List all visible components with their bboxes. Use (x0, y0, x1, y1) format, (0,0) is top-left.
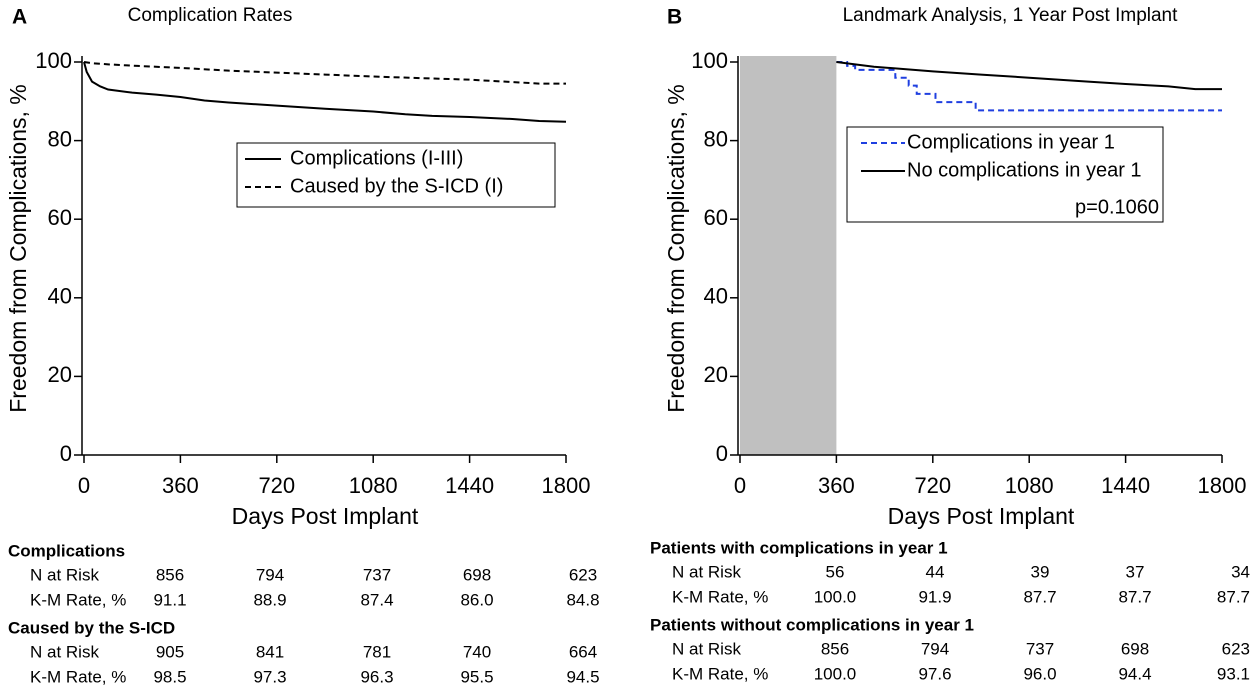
legend-label: Complications in year 1 (907, 131, 1115, 153)
table-cell: 856 (156, 565, 184, 584)
x-tick-label: 0 (734, 473, 746, 498)
y-tick-label: 80 (48, 126, 72, 151)
table-cell: 100.0 (814, 664, 857, 683)
survival-curve (836, 61, 1222, 112)
table-cell: 856 (821, 639, 849, 658)
table-group-title: Patients without complications in year 1 (650, 615, 974, 634)
table-row-label: N at Risk (30, 565, 99, 584)
table-row-label: K-M Rate, % (30, 590, 126, 609)
x-tick-label: 720 (258, 473, 295, 498)
table-cell: 86.0 (460, 590, 493, 609)
x-tick-label: 360 (162, 473, 199, 498)
y-tick-label: 40 (48, 284, 72, 309)
y-tick-label: 100 (691, 48, 728, 73)
y-tick-label: 60 (48, 205, 72, 230)
x-tick-label: 360 (818, 473, 855, 498)
table-cell: 91.9 (918, 587, 951, 606)
table-cell: 698 (1121, 639, 1149, 658)
p-value: p=0.1060 (1075, 196, 1159, 218)
y-tick-label: 20 (48, 362, 72, 387)
table-cell: 841 (256, 642, 284, 661)
table-cell: 87.7 (1023, 587, 1056, 606)
legend-box (846, 126, 1164, 223)
table-cell: 100.0 (814, 587, 857, 606)
table-cell: 97.6 (918, 664, 951, 683)
x-tick-label: 0 (78, 473, 90, 498)
table-cell: 94.5 (566, 667, 599, 686)
y-tick-label: 0 (60, 441, 72, 466)
table-group-title: Caused by the S-ICD (8, 618, 175, 637)
table-cell: 56 (826, 562, 845, 581)
x-tick-label: 1440 (445, 473, 494, 498)
table-row-label: N at Risk (30, 642, 99, 661)
x-tick-label: 1080 (1005, 473, 1054, 498)
table-group-title: Patients with complications in year 1 (650, 538, 948, 557)
table-cell: 737 (363, 565, 391, 584)
legend-box (236, 142, 556, 208)
table-cell: 87.4 (360, 590, 393, 609)
table-cell: 95.5 (460, 667, 493, 686)
table-cell: 94.4 (1118, 664, 1151, 683)
table-cell: 87.7 (1118, 587, 1151, 606)
legend-label: No complications in year 1 (907, 159, 1142, 181)
x-tick-label: 1800 (1198, 473, 1247, 498)
table-cell: 905 (156, 642, 184, 661)
chart-title: Landmark Analysis, 1 Year Post Implant (843, 5, 1179, 26)
table-cell: 96.0 (1023, 664, 1056, 683)
table-group-title: Complications (8, 541, 125, 560)
table-cell: 794 (921, 639, 949, 658)
table-cell: 37 (1126, 562, 1145, 581)
table-cell: 93.1 (1217, 664, 1250, 683)
table-cell: 98.5 (153, 667, 186, 686)
table-cell: 623 (569, 565, 597, 584)
table-row-label: N at Risk (672, 639, 741, 658)
x-tick-label: 1800 (542, 473, 591, 498)
table-row-label: K-M Rate, % (672, 587, 768, 606)
x-axis-label: Days Post Implant (888, 503, 1075, 529)
landmark-shade (740, 56, 837, 455)
table-cell: 781 (363, 642, 391, 661)
x-axis-label: Days Post Implant (232, 503, 419, 529)
table-cell: 88.9 (253, 590, 286, 609)
legend-label: Complications (I-III) (290, 147, 463, 169)
table-cell: 87.7 (1217, 587, 1250, 606)
y-axis-label: Freedom from Complications, % (5, 84, 31, 413)
table-cell: 623 (1222, 639, 1250, 658)
table-row-label: N at Risk (672, 562, 741, 581)
table-cell: 794 (256, 565, 284, 584)
table-cell: 737 (1026, 639, 1054, 658)
table-cell: 44 (926, 562, 945, 581)
x-tick-label: 1440 (1101, 473, 1150, 498)
y-tick-label: 100 (35, 48, 72, 73)
x-tick-label: 720 (914, 473, 951, 498)
table-row-label: K-M Rate, % (672, 664, 768, 683)
survival-curve (836, 61, 1222, 91)
table-cell: 34 (1231, 562, 1250, 581)
survival-curve (83, 61, 566, 85)
survival-curve (83, 61, 567, 123)
y-tick-label: 80 (704, 126, 728, 151)
panel-label: B (667, 6, 682, 29)
table-cell: 740 (463, 642, 491, 661)
y-tick-label: 40 (704, 284, 728, 309)
y-axis-label: Freedom from Complications, % (663, 84, 689, 413)
legend-label: Caused by the S-ICD (I) (290, 175, 503, 197)
x-tick-label: 1080 (349, 473, 398, 498)
panel-label: A (12, 6, 27, 29)
chart-title: Complication Rates (128, 5, 293, 26)
table-cell: 39 (1031, 562, 1050, 581)
table-cell: 96.3 (360, 667, 393, 686)
y-tick-label: 60 (704, 205, 728, 230)
table-cell: 91.1 (153, 590, 186, 609)
table-cell: 84.8 (566, 590, 599, 609)
table-cell: 698 (463, 565, 491, 584)
y-tick-label: 0 (716, 441, 728, 466)
table-row-label: K-M Rate, % (30, 667, 126, 686)
table-cell: 97.3 (253, 667, 286, 686)
table-cell: 664 (569, 642, 597, 661)
y-tick-label: 20 (704, 362, 728, 387)
